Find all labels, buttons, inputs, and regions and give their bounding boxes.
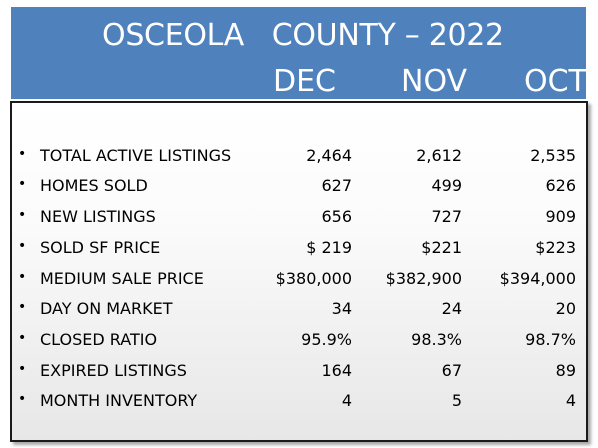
value-nov: 499 — [431, 176, 462, 195]
value-oct: 626 — [545, 176, 576, 195]
value-dec: 34 — [331, 299, 352, 318]
value-nov: 2,612 — [416, 146, 462, 165]
stats-panel: • TOTAL ACTIVE LISTINGS 2,464 2,612 2,53… — [10, 101, 588, 442]
table-row-homes-sold: • HOMES SOLD 627 499 626 — [12, 170, 586, 200]
value-dec: 95.9% — [301, 330, 352, 349]
month-header-dec: DEC — [273, 64, 337, 99]
value-oct: 20 — [555, 299, 576, 318]
value-dec: 164 — [321, 361, 352, 380]
table-row-day-on-market: • DAY ON MARKET 34 24 20 — [12, 293, 586, 323]
table-row-medium-sale-price: • MEDIUM SALE PRICE $380,000 $382,900 $3… — [12, 263, 586, 293]
value-oct: $394,000 — [499, 269, 576, 288]
value-nov: $221 — [421, 238, 462, 257]
bullet-icon: • — [18, 238, 27, 254]
value-nov: 98.3% — [411, 330, 462, 349]
value-nov: 67 — [441, 361, 462, 380]
bullet-icon: • — [18, 207, 27, 223]
bullet-icon: • — [18, 269, 27, 285]
row-label: HOMES SOLD — [40, 176, 148, 195]
table-row-month-inventory: • MONTH INVENTORY 4 5 4 — [12, 385, 586, 415]
row-label: EXPIRED LISTINGS — [40, 361, 187, 380]
value-dec: 2,464 — [306, 146, 352, 165]
value-dec: 627 — [321, 176, 352, 195]
page-title: OSCEOLA COUNTY – 2022 — [102, 18, 504, 53]
value-oct: 4 — [565, 391, 576, 410]
value-dec: 656 — [321, 207, 352, 226]
row-label: MEDIUM SALE PRICE — [40, 269, 204, 288]
value-dec: $380,000 — [275, 269, 352, 288]
row-label: SOLD SF PRICE — [40, 238, 161, 257]
bullet-icon: • — [18, 176, 27, 192]
value-dec: 4 — [341, 391, 352, 410]
table-row-closed-ratio: • CLOSED RATIO 95.9% 98.3% 98.7% — [12, 324, 586, 354]
bullet-icon: • — [18, 361, 27, 377]
table-row-new-listings: • NEW LISTINGS 656 727 909 — [12, 201, 586, 231]
bullet-icon: • — [18, 330, 27, 346]
row-label: DAY ON MARKET — [40, 299, 173, 318]
row-label: CLOSED RATIO — [40, 330, 158, 349]
value-oct: 909 — [545, 207, 576, 226]
table-row-expired-listings: • EXPIRED LISTINGS 164 67 89 — [12, 355, 586, 385]
value-oct: 89 — [555, 361, 576, 380]
header-banner: OSCEOLA COUNTY – 2022 DEC NOV OCT — [11, 7, 587, 99]
value-nov: 5 — [451, 391, 462, 410]
value-nov: 727 — [431, 207, 462, 226]
table-row-sold-sf-price: • SOLD SF PRICE $ 219 $221 $223 — [12, 232, 586, 262]
bullet-icon: • — [18, 391, 27, 407]
month-header-oct: OCT — [524, 64, 587, 99]
table-row-total-active-listings: • TOTAL ACTIVE LISTINGS 2,464 2,612 2,53… — [12, 140, 586, 170]
value-oct: 98.7% — [525, 330, 576, 349]
row-label: NEW LISTINGS — [40, 207, 156, 226]
row-label: MONTH INVENTORY — [40, 391, 198, 410]
value-oct: 2,535 — [530, 146, 576, 165]
row-label: TOTAL ACTIVE LISTINGS — [40, 146, 232, 165]
bullet-icon: • — [18, 146, 27, 162]
bullet-icon: • — [18, 299, 27, 315]
value-oct: $223 — [535, 238, 576, 257]
value-nov: $382,900 — [385, 269, 462, 288]
value-dec: $ 219 — [306, 238, 352, 257]
value-nov: 24 — [441, 299, 462, 318]
month-header-nov: NOV — [401, 64, 468, 99]
